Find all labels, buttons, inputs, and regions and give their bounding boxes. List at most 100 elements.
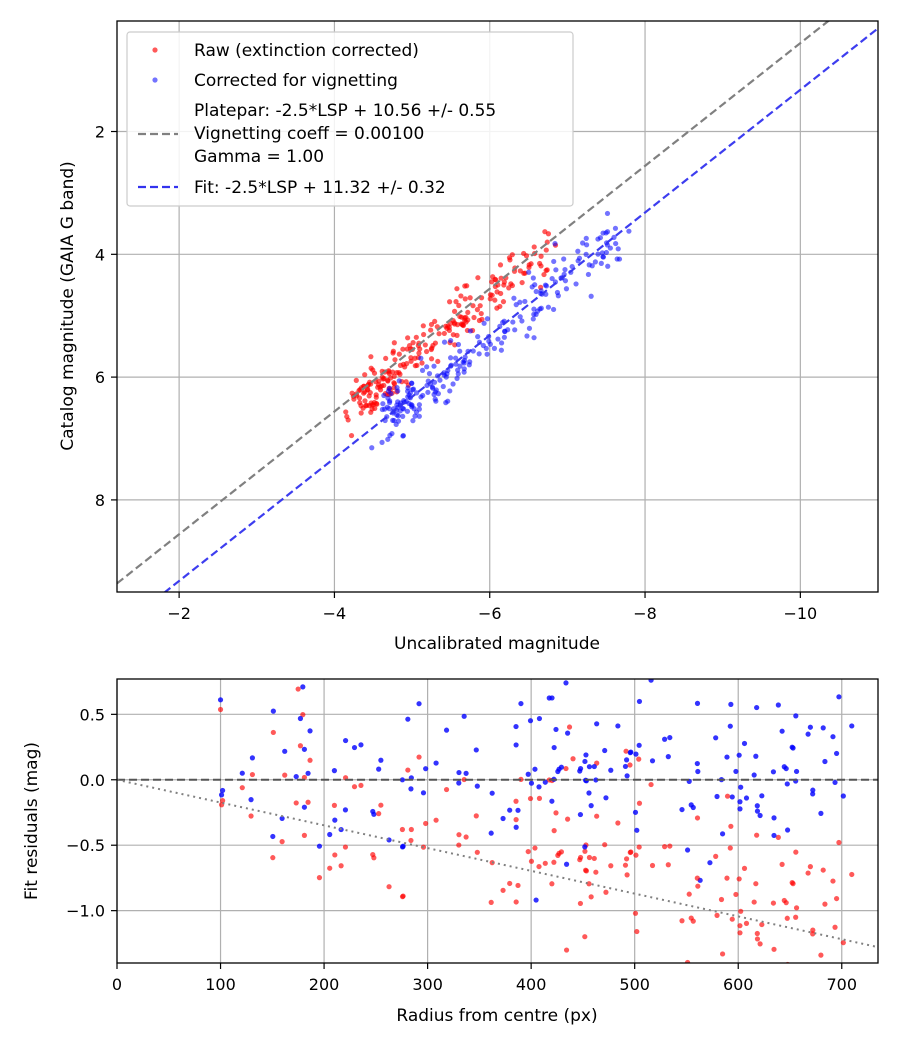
corrected-point [461,366,467,372]
corrected-point [585,271,592,278]
corrected-residual-point [634,827,640,833]
raw-residual-point [342,844,349,850]
corrected-point [404,408,411,414]
corrected-residual-point [370,808,376,815]
raw-point [526,262,532,268]
bottom-y-tick-label: 0.5 [80,705,105,724]
raw-residual-point [743,920,750,926]
raw-point [343,409,349,415]
raw-residual-point [770,900,777,906]
raw-residual-point [515,882,521,889]
corrected-point [598,260,604,266]
raw-point [538,253,544,259]
top-y-tick-label: 2 [95,123,105,142]
raw-residual-point [603,889,609,895]
top-ticks: −2 −4 −6 −8 −10 2 4 6 8 [95,123,817,623]
bottom-marks [117,679,878,963]
corrected-point [380,401,386,407]
corrected-residual-point [549,798,555,804]
raw-residual-point [793,849,799,855]
corrected-residual-point [331,768,338,774]
raw-point [544,267,550,273]
corrected-residual-point [784,827,791,833]
corrected-residual-point [751,772,757,778]
raw-residual-point [527,795,534,802]
raw-point [413,334,419,340]
corrected-residual-point [399,844,406,850]
corrected-point [409,380,415,386]
raw-residual-point [358,782,364,789]
corrected-point [447,355,454,361]
corrected-point [476,351,482,357]
raw-point [506,285,512,291]
raw-residual-point [686,891,692,897]
corrected-point [563,286,570,292]
corrected-point [517,314,523,320]
corrected-residual-point [690,804,696,811]
raw-residual-point [724,875,730,881]
corrected-point [395,388,401,394]
corrected-point [502,328,508,334]
corrected-point [603,230,609,236]
raw-residual-point [718,896,725,903]
corrected-point [432,396,438,402]
raw-point [474,307,481,313]
raw-residual-point [836,839,842,846]
corrected-point [483,345,489,352]
corrected-residual-point [636,742,642,748]
raw-point [541,271,547,278]
corrected-point [379,439,385,445]
top-panel: −2 −4 −6 −8 −10 2 4 6 8 Uncalibrated magnitude C… [58,20,879,654]
raw-point [492,297,498,303]
corrected-residual-point [736,752,742,758]
raw-residual-point [563,947,570,953]
raw-residual-point [694,875,700,881]
raw-residual-point [536,795,543,801]
raw-point [450,332,456,338]
raw-residual-point [729,916,735,922]
corrected-residual-point [741,740,748,747]
corrected-point [381,392,387,399]
raw-point [475,275,481,281]
corrected-point [491,345,498,351]
corrected-residual-point [342,737,349,744]
raw-point [479,316,485,322]
corrected-point [369,445,375,451]
raw-residual-point [563,765,569,772]
raw-point [348,432,355,439]
corrected-point [387,432,393,438]
corrected-residual-point [515,807,521,813]
corrected-residual-point [420,790,427,796]
corrected-point [586,262,592,268]
raw-point [366,393,372,399]
raw-point [400,346,406,352]
corrected-residual-point [536,715,543,722]
raw-point [452,342,458,348]
raw-residual-point [833,895,840,902]
corrected-point [455,371,461,377]
corrected-point [396,378,402,384]
raw-residual-point [649,862,656,869]
raw-residual-point [805,870,811,876]
raw-point [456,302,462,309]
raw-residual-point [553,810,559,816]
raw-residual-point [849,871,855,878]
corrected-residual-point [754,803,760,809]
raw-residual-point [714,912,720,918]
corrected-residual-point [833,750,840,757]
raw-residual-point [532,845,538,851]
raw-residual-point [332,852,338,858]
corrected-residual-point [714,793,720,800]
corrected-point [386,406,392,412]
corrected-residual-point [818,810,824,816]
corrected-residual-point [577,811,584,818]
corrected-residual-point [376,766,382,772]
raw-point [428,327,434,333]
corrected-point [614,256,620,262]
corrected-residual-point [733,768,739,775]
raw-residual-point [583,867,589,873]
legend-marker-raw [152,47,158,53]
raw-residual-point [282,772,288,778]
corrected-residual-point [603,795,609,801]
corrected-residual-point [473,747,479,753]
